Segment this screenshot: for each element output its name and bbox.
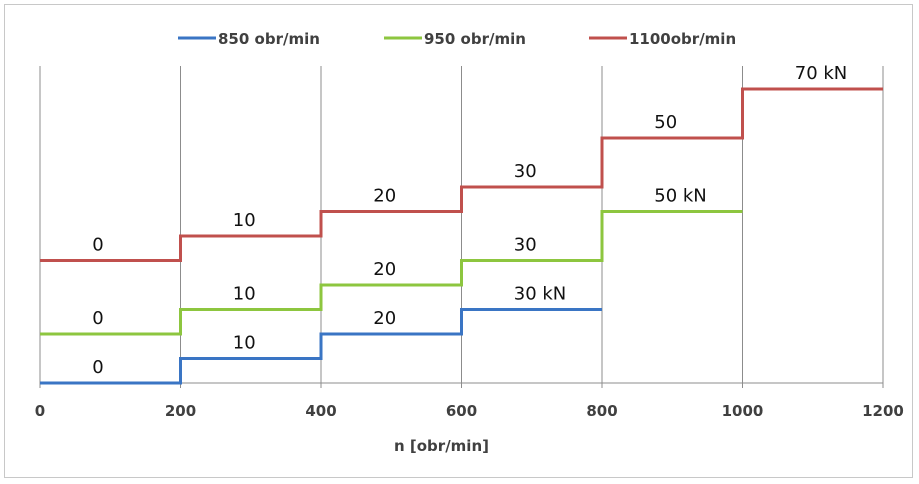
legend-label: 950 obr/min — [424, 30, 526, 48]
series-line-2 — [40, 210, 743, 336]
legend-label: 1100obr/min — [629, 30, 736, 48]
legend-entry: 1100obr/min — [589, 30, 736, 48]
step-label: 10 — [233, 210, 256, 231]
x-tick-label: 400 — [305, 402, 336, 420]
series-group — [40, 87, 883, 385]
series-line-3 — [40, 87, 883, 262]
step-label: 10 — [233, 284, 256, 305]
x-tick-label: 1200 — [862, 402, 904, 420]
x-axis: 0 200 400 600 800 1000 1200 — [35, 66, 904, 420]
legend-entry: 950 obr/min — [384, 30, 526, 48]
step-label: 20 — [373, 259, 396, 280]
chart-frame — [4, 4, 913, 478]
step-label: 0 — [92, 308, 103, 329]
step-labels: 0 10 20 30 kN 0 10 20 30 50 kN 0 10 20 30 50 70 kN — [92, 63, 847, 378]
legend-entry: 850 obr/min — [178, 30, 320, 48]
step-label: 50 — [654, 112, 677, 133]
x-tick-label: 800 — [586, 402, 617, 420]
series-line-1 — [40, 308, 602, 385]
x-tick-label: 1000 — [722, 402, 764, 420]
step-label: 30 — [514, 235, 537, 256]
legend-label: 850 obr/min — [218, 30, 320, 48]
step-label: 30 — [514, 161, 537, 182]
step-label: 70 kN — [795, 63, 848, 84]
step-label: 30 kN — [514, 284, 567, 305]
x-axis-title: n [obr/min] — [394, 437, 489, 455]
x-tick-label: 600 — [446, 402, 477, 420]
step-label: 20 — [373, 308, 396, 329]
step-label: 0 — [92, 357, 103, 378]
x-tick-label: 200 — [165, 402, 196, 420]
step-label: 0 — [92, 235, 103, 256]
step-label: 10 — [233, 333, 256, 354]
legend: 850 obr/min 950 obr/min 1100obr/min — [178, 30, 736, 48]
step-label: 20 — [373, 186, 396, 207]
x-tick-label: 0 — [35, 402, 45, 420]
step-label: 50 kN — [654, 186, 707, 207]
